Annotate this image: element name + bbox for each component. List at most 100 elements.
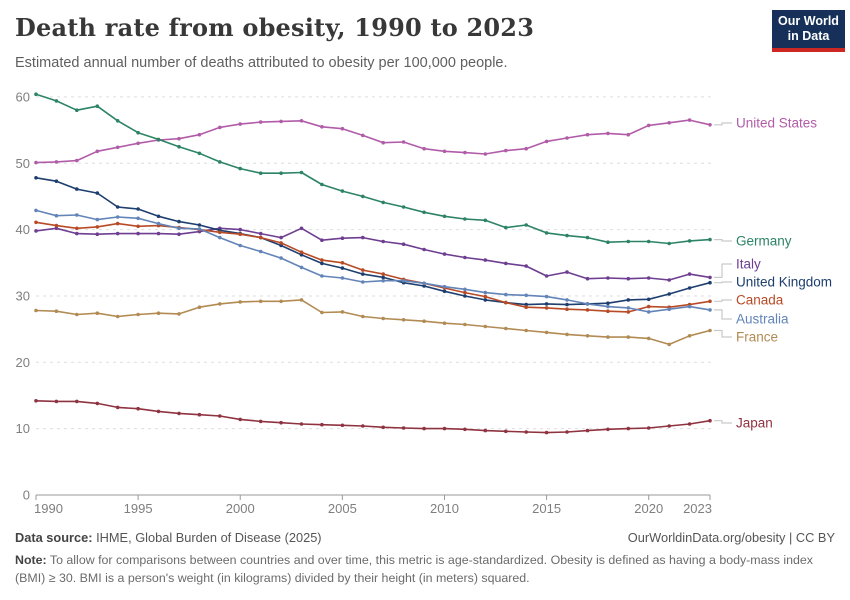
data-point-italy[interactable] [544, 274, 549, 278]
data-point-united-kingdom[interactable] [115, 205, 120, 209]
data-point-united-states[interactable] [565, 136, 569, 140]
data-point-canada[interactable] [463, 290, 467, 295]
data-point-australia[interactable] [626, 306, 631, 310]
data-point-australia[interactable] [95, 217, 100, 222]
data-point-italy[interactable] [75, 231, 79, 236]
legend-label-italy[interactable]: Italy [736, 257, 761, 272]
data-point-italy[interactable] [115, 231, 120, 236]
data-point-australia[interactable] [667, 307, 671, 311]
data-point-united-kingdom[interactable] [54, 179, 59, 183]
legend-label-france[interactable]: France [736, 330, 778, 345]
data-point-canada[interactable] [381, 272, 386, 276]
data-point-united-states[interactable] [218, 125, 222, 130]
data-point-france[interactable] [75, 312, 79, 317]
data-point-france[interactable] [565, 332, 569, 337]
data-point-japan[interactable] [136, 406, 140, 411]
data-point-japan[interactable] [442, 426, 447, 431]
data-point-australia[interactable] [463, 287, 467, 292]
data-point-japan[interactable] [238, 417, 242, 422]
data-point-japan[interactable] [340, 423, 345, 428]
data-point-germany[interactable] [136, 130, 140, 135]
data-point-australia[interactable] [340, 276, 345, 280]
data-point-united-states[interactable] [401, 140, 406, 144]
data-point-australia[interactable] [687, 304, 692, 309]
data-point-japan[interactable] [258, 419, 263, 424]
data-point-japan[interactable] [667, 424, 671, 428]
data-point-united-states[interactable] [626, 132, 631, 137]
data-point-italy[interactable] [136, 231, 140, 236]
data-point-united-states[interactable] [299, 119, 304, 123]
data-point-italy[interactable] [422, 247, 426, 252]
series-line-germany[interactable] [35, 93, 711, 245]
series-line-canada[interactable] [35, 221, 711, 313]
data-point-italy[interactable] [524, 264, 528, 268]
data-point-united-kingdom[interactable] [708, 280, 712, 285]
data-point-australia[interactable] [54, 213, 59, 218]
data-point-canada[interactable] [75, 226, 79, 231]
data-point-united-states[interactable] [524, 146, 528, 151]
data-point-germany[interactable] [606, 240, 610, 244]
data-point-germany[interactable] [708, 237, 712, 242]
data-point-france[interactable] [279, 299, 283, 304]
data-point-japan[interactable] [544, 430, 549, 435]
data-point-japan[interactable] [504, 429, 508, 434]
data-point-united-states[interactable] [422, 146, 426, 151]
data-point-italy[interactable] [708, 275, 712, 280]
data-point-japan[interactable] [422, 426, 426, 431]
data-point-japan[interactable] [565, 430, 569, 434]
data-point-italy[interactable] [442, 252, 447, 256]
data-point-france[interactable] [340, 310, 345, 314]
data-point-japan[interactable] [646, 426, 651, 430]
data-point-canada[interactable] [483, 294, 488, 299]
data-point-japan[interactable] [585, 428, 590, 433]
data-point-australia[interactable] [646, 310, 651, 314]
legend-label-germany[interactable]: Germany [736, 234, 792, 249]
data-point-canada[interactable] [279, 241, 283, 245]
data-point-united-states[interactable] [544, 139, 549, 144]
data-point-canada[interactable] [299, 250, 304, 254]
data-point-canada[interactable] [238, 232, 242, 236]
data-point-germany[interactable] [544, 231, 549, 235]
data-point-united-states[interactable] [95, 149, 100, 154]
data-point-france[interactable] [504, 326, 508, 331]
data-point-canada[interactable] [95, 225, 100, 229]
data-point-japan[interactable] [115, 405, 120, 410]
data-point-france[interactable] [422, 319, 426, 323]
data-point-germany[interactable] [197, 151, 202, 156]
data-point-canada[interactable] [606, 309, 610, 313]
data-point-japan[interactable] [606, 427, 610, 432]
data-point-united-kingdom[interactable] [361, 272, 365, 276]
data-point-japan[interactable] [361, 424, 365, 428]
data-point-italy[interactable] [258, 231, 263, 236]
data-point-germany[interactable] [504, 225, 508, 230]
data-point-canada[interactable] [708, 299, 712, 304]
legend-label-canada[interactable]: Canada [736, 293, 784, 308]
data-point-australia[interactable] [504, 292, 508, 297]
data-point-germany[interactable] [422, 210, 426, 215]
data-point-france[interactable] [381, 316, 386, 321]
data-point-united-kingdom[interactable] [75, 187, 79, 191]
data-point-japan[interactable] [197, 412, 202, 417]
data-point-germany[interactable] [95, 104, 100, 108]
data-point-united-states[interactable] [606, 131, 610, 136]
data-point-france[interactable] [238, 300, 242, 304]
data-point-united-states[interactable] [238, 122, 242, 126]
legend-label-japan[interactable]: Japan [736, 416, 773, 431]
data-point-italy[interactable] [95, 232, 100, 236]
data-point-united-states[interactable] [197, 132, 202, 137]
data-point-france[interactable] [218, 302, 222, 306]
data-point-australia[interactable] [197, 227, 202, 231]
data-point-italy[interactable] [279, 235, 283, 240]
data-point-united-states[interactable] [54, 160, 59, 164]
data-point-japan[interactable] [218, 414, 222, 418]
data-point-australia[interactable] [238, 243, 242, 248]
data-point-france[interactable] [585, 334, 590, 338]
data-point-germany[interactable] [115, 119, 120, 123]
data-point-germany[interactable] [177, 144, 181, 149]
data-point-france[interactable] [54, 309, 59, 313]
data-point-australia[interactable] [606, 304, 610, 309]
data-point-japan[interactable] [54, 399, 59, 404]
data-point-germany[interactable] [463, 217, 467, 221]
data-point-italy[interactable] [156, 231, 161, 236]
data-point-australia[interactable] [320, 274, 324, 278]
